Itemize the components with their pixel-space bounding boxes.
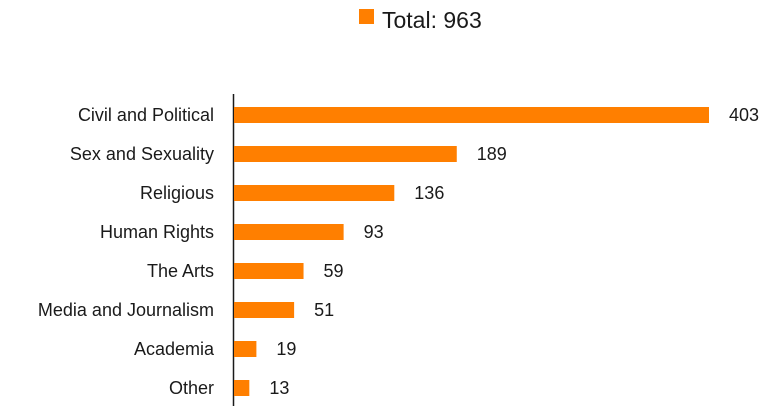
value-label: 189	[477, 144, 507, 164]
legend-swatch	[359, 9, 374, 24]
bar	[234, 341, 257, 357]
bar	[234, 107, 709, 123]
bar	[234, 146, 457, 162]
bar	[234, 302, 295, 318]
category-label: Academia	[134, 339, 215, 359]
value-label: 59	[324, 261, 344, 281]
bars	[234, 107, 709, 396]
category-label: Media and Journalism	[38, 300, 214, 320]
category-label: Religious	[140, 183, 214, 203]
category-label: Human Rights	[100, 222, 214, 242]
legend-label: Total: 963	[382, 7, 482, 33]
bar	[234, 263, 304, 279]
value-label: 13	[269, 378, 289, 398]
category-label: Civil and Political	[78, 105, 214, 125]
category-label: Sex and Sexuality	[70, 144, 214, 164]
bar	[234, 380, 250, 396]
value-label: 403	[729, 105, 759, 125]
bar	[234, 185, 395, 201]
bar	[234, 224, 344, 240]
legend: Total: 963	[359, 7, 482, 33]
category-labels: Civil and Political Sex and Sexuality Reli…	[38, 105, 215, 398]
value-label: 93	[364, 222, 384, 242]
value-label: 136	[414, 183, 444, 203]
value-labels: 403 189 136 93 59 51 19 13	[269, 105, 759, 398]
category-label: Other	[169, 378, 214, 398]
value-label: 51	[314, 300, 334, 320]
category-label: The Arts	[147, 261, 214, 281]
value-label: 19	[276, 339, 296, 359]
